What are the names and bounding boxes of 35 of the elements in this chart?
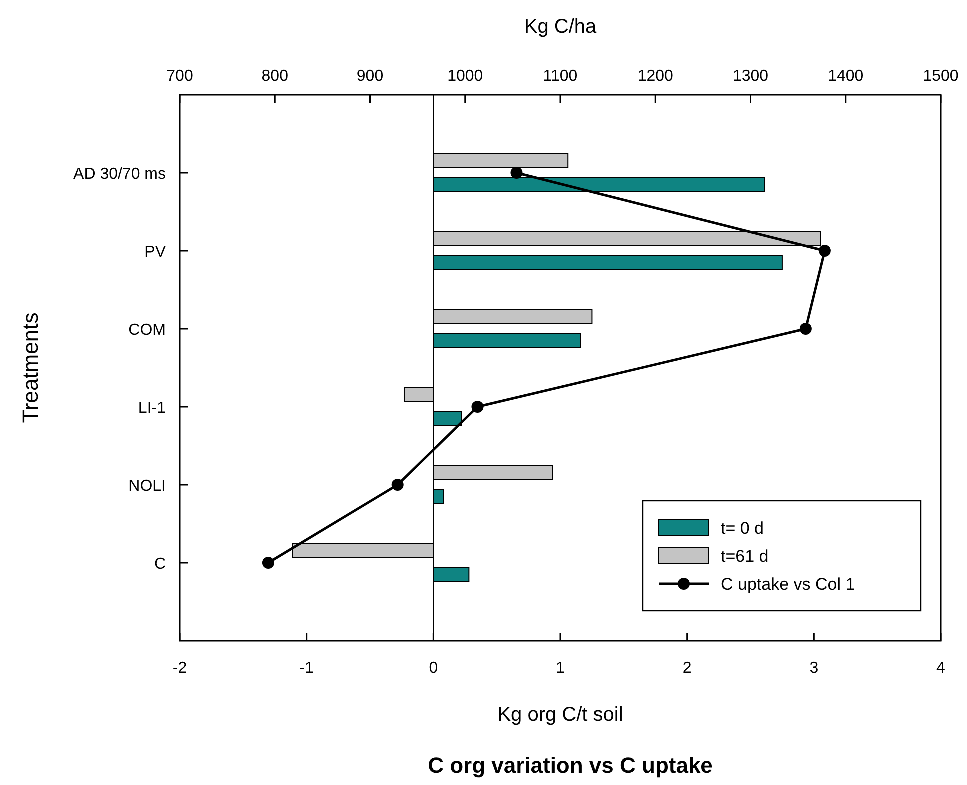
x2-axis-title: Kg C/ha bbox=[524, 16, 598, 38]
legend-label: t= 0 d bbox=[721, 519, 764, 538]
x-tick-label: 4 bbox=[936, 660, 946, 677]
x2-tick-label: 1500 bbox=[923, 68, 959, 85]
x-tick-label: 0 bbox=[429, 660, 438, 677]
legend-label: C uptake vs Col 1 bbox=[721, 575, 856, 594]
x2-tick-label: 1000 bbox=[448, 68, 484, 85]
point bbox=[800, 323, 812, 335]
x2-tick-label: 800 bbox=[262, 68, 289, 85]
x-tick-label: 2 bbox=[682, 660, 692, 677]
y-axis-title: Treatments bbox=[18, 312, 43, 424]
x2-tick-label: 700 bbox=[166, 68, 194, 85]
y-tick-label: COM bbox=[128, 322, 166, 339]
x2-tick-label: 1200 bbox=[638, 68, 674, 85]
y-tick-label: C bbox=[154, 556, 166, 573]
text: C org variation vs C uptake bbox=[428, 753, 713, 778]
x-tick-label: 3 bbox=[810, 660, 819, 677]
x-tick-label: -1 bbox=[300, 660, 314, 677]
x2-tick-label: 1100 bbox=[543, 68, 578, 85]
x-tick-label: -2 bbox=[172, 660, 188, 677]
legend-label: t=61 d bbox=[721, 547, 769, 566]
y-tick-label: PV bbox=[144, 244, 166, 261]
point bbox=[262, 557, 274, 569]
point bbox=[510, 167, 523, 179]
y-tick-label: LI-1 bbox=[138, 400, 166, 417]
x2-tick-label: 900 bbox=[356, 68, 384, 85]
x-tick-label: 1 bbox=[556, 660, 566, 677]
point bbox=[818, 245, 831, 257]
y-tick-label: AD 30/70 ms bbox=[74, 166, 166, 183]
x-axis-title: Kg org C/t soil bbox=[498, 704, 624, 726]
x2-tick-label: 1300 bbox=[732, 68, 769, 85]
x2-tick-label: 1400 bbox=[828, 68, 864, 85]
point bbox=[472, 401, 484, 413]
point bbox=[392, 479, 404, 491]
y-tick-label: NOLI bbox=[128, 478, 166, 495]
